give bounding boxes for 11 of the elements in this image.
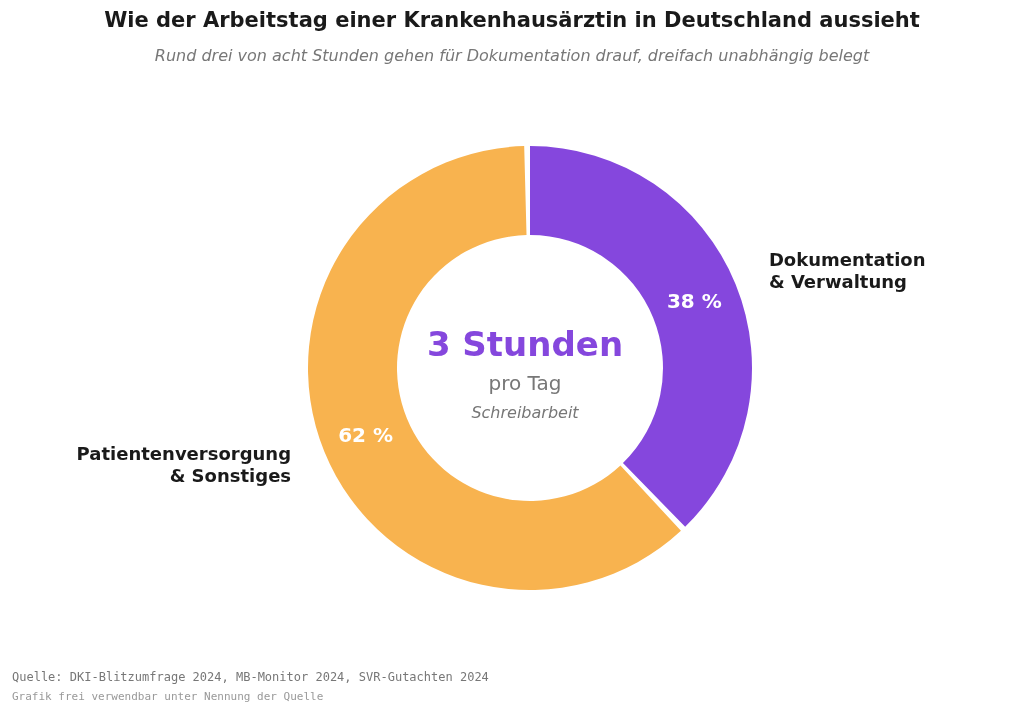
data-label: 62 % (338, 422, 394, 447)
source-note: Quelle: DKI-Blitzumfrage 2024, MB-Monitor 2024, SVR-Gutachten 2024 (12, 670, 489, 684)
slice-label: Dokumentation & Verwaltung (768, 248, 926, 292)
text: 3 Stunden (425, 323, 625, 366)
text: Grafik frei verwendbar unter Nennung der Quelle (12, 690, 324, 703)
slice-label: Patientenversorgung & Sonstiges (76, 443, 292, 487)
data-label: 38 % (666, 289, 722, 314)
text: Schreibarbeit (470, 402, 580, 424)
chart-title: Wie der Arbeitstag einer Krankenhausärztin in Deutschland aussieht (103, 8, 921, 32)
chart-subtitle: Rund drei von acht Stunden gehen für Dokumentation drauf, dreifach unabhängig belegt (153, 46, 871, 65)
text: pro Tag (487, 370, 563, 397)
